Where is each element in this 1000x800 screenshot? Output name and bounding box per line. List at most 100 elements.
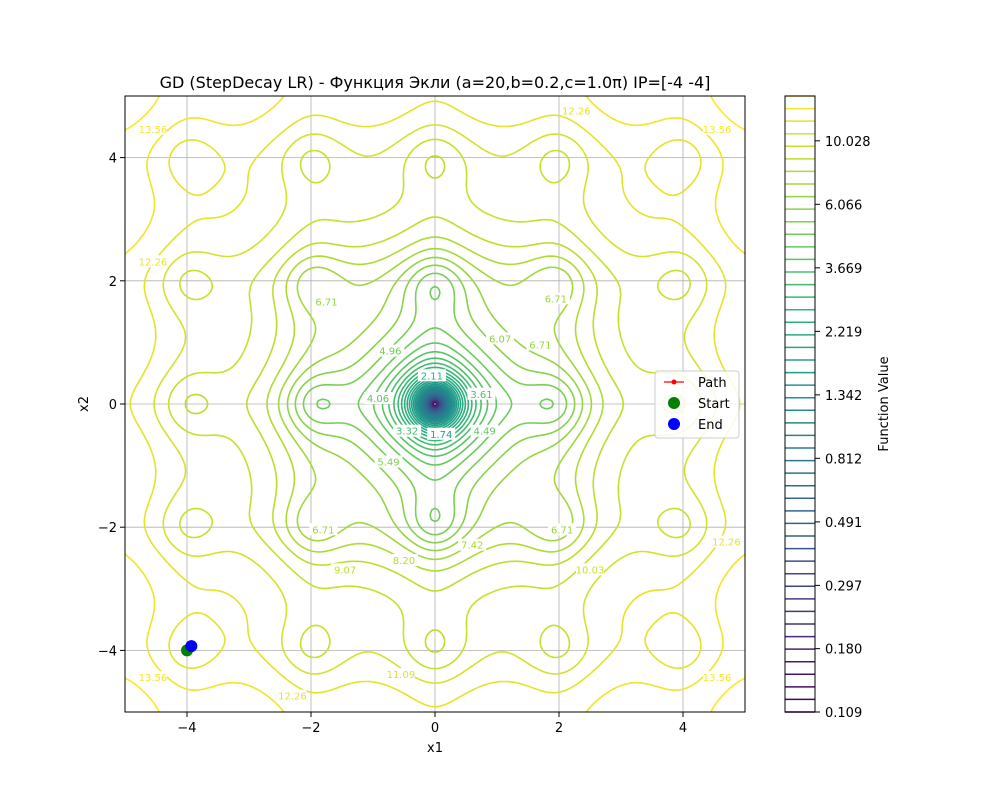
contour-label-bg <box>703 122 732 135</box>
colorbar-tick-label: 6.066 <box>825 198 862 213</box>
legend-end-label: End <box>698 418 723 433</box>
contour-labels: 13.56 12.26 13.56 12.26 6.71 6.71 6.07 6.71 4.96… <box>138 104 741 703</box>
contour-label-bg <box>417 369 446 382</box>
legend-start-marker <box>668 397 680 409</box>
contour-label-bg <box>376 344 405 357</box>
contour-label: 6.71 <box>312 525 334 536</box>
colorbar-tick-label: 0.180 <box>825 643 862 658</box>
legend-end-marker <box>668 418 680 430</box>
contour-label: 12.26 <box>712 538 741 549</box>
colorbar-tick-label: 0.297 <box>825 579 862 594</box>
contour-label: 3.61 <box>470 390 492 401</box>
contour-level-line <box>422 391 448 417</box>
colorbar-tick-label: 0.109 <box>825 706 862 721</box>
contour-label: 4.06 <box>367 394 389 405</box>
x-tick-label: −4 <box>177 721 196 736</box>
legend: Path Start End <box>654 370 740 439</box>
end-marker <box>185 640 198 653</box>
descent-path <box>181 640 198 657</box>
contour-level-line <box>417 386 453 422</box>
y-tick-label: 2 <box>109 275 117 290</box>
contour-label-bg <box>390 554 418 567</box>
contour-level-line <box>410 379 460 429</box>
contour-label: 13.56 <box>139 673 168 684</box>
colorbar-ticks: 10.028 6.066 3.669 2.219 1.342 0.812 0.491 0.29… <box>815 135 871 721</box>
y-tick-label: 0 <box>109 398 117 413</box>
contour-label-bg <box>458 538 487 551</box>
colorbar-tick-label: 3.669 <box>825 262 862 277</box>
contour-level-line <box>286 256 584 552</box>
contour-label: 4.96 <box>379 347 401 358</box>
contour-label-bg <box>312 295 341 308</box>
y-axis-ticks: −4 −2 0 2 4 <box>98 152 125 659</box>
contour-label: 6.71 <box>551 525 573 536</box>
contour-label: 7.42 <box>461 541 483 552</box>
y-tick-label: −2 <box>98 521 117 536</box>
contour-level-line <box>125 96 745 712</box>
colorbar-tick-label: 10.028 <box>825 135 871 150</box>
contour-label: 13.56 <box>703 673 732 684</box>
x-tick-label: 2 <box>555 721 563 736</box>
colorbar-tick-label: 0.812 <box>825 452 862 467</box>
contour-label: 11.09 <box>387 670 416 681</box>
x-tick-label: −2 <box>301 721 320 736</box>
contour-level-line <box>415 385 455 423</box>
contour-label-bg <box>278 689 307 702</box>
contour-label: 6.71 <box>545 294 567 305</box>
contour-label: 6.71 <box>315 297 337 308</box>
contour-level-line <box>266 236 604 572</box>
contour-level-line <box>418 387 452 421</box>
contour-label: 13.56 <box>703 125 732 136</box>
contour-label-bg <box>331 563 360 576</box>
contour-label-bg <box>562 104 591 117</box>
legend-path-marker <box>671 379 677 385</box>
contour-label: 9.07 <box>334 565 356 576</box>
y-tick-label: 4 <box>109 152 117 167</box>
contour-label-bg <box>363 392 392 405</box>
contour-label: 8.20 <box>393 556 415 567</box>
colorbar-tick-label: 2.219 <box>825 325 862 340</box>
contour-label: 6.07 <box>489 334 511 345</box>
contour-label: 2.11 <box>421 371 443 382</box>
contour-label-bg <box>309 523 338 536</box>
contour-label-bg <box>427 427 456 440</box>
colorbar-tick-label: 0.491 <box>825 516 862 531</box>
contour-level-line <box>153 124 717 684</box>
legend-entry-start: Start <box>668 397 730 412</box>
contour-label-bg <box>541 292 570 305</box>
colorbar-frame <box>784 95 816 713</box>
contour-label-bg <box>138 122 167 135</box>
colorbar: 10.028 6.066 3.669 2.219 1.342 0.812 0.491 0.29… <box>784 95 892 721</box>
contour-label-bg <box>393 424 422 437</box>
contour-label: 5.49 <box>377 458 399 469</box>
contour-label: 12.26 <box>139 257 168 268</box>
colorbar-level-lines <box>785 95 815 713</box>
contour-level-line <box>403 373 467 435</box>
grid <box>125 96 745 712</box>
contour-level-line <box>294 264 576 544</box>
legend-entry-end: End <box>668 418 723 433</box>
contour-label-bg <box>548 523 577 536</box>
contour-label: 6.71 <box>529 340 551 351</box>
contour-label: 4.49 <box>473 427 495 438</box>
contour-level-line <box>419 388 451 420</box>
contour-level-line <box>129 100 741 708</box>
contour-label-bg <box>467 387 496 400</box>
legend-start-label: Start <box>698 397 730 412</box>
x-axis-ticks: −4 −2 0 2 4 <box>177 712 687 736</box>
contour-label: 13.56 <box>139 125 168 136</box>
contour-label: 12.26 <box>562 106 591 117</box>
contour-label: 1.74 <box>430 430 452 441</box>
contour-label-bg <box>486 332 515 345</box>
contour-label-bg <box>576 563 604 576</box>
contour-label-bg <box>138 671 167 684</box>
contour-level-line <box>125 96 745 712</box>
contour-level-line <box>412 381 458 427</box>
contour-label-bg <box>470 424 499 437</box>
contour-label: 10.03 <box>576 565 605 576</box>
chart-title: GD (StepDecay LR) - Функция Экли (a=20,b… <box>160 73 711 92</box>
contour-label: 12.26 <box>278 692 307 703</box>
y-axis-label: x2 <box>77 396 92 412</box>
colorbar-tick-label: 1.342 <box>825 389 862 404</box>
